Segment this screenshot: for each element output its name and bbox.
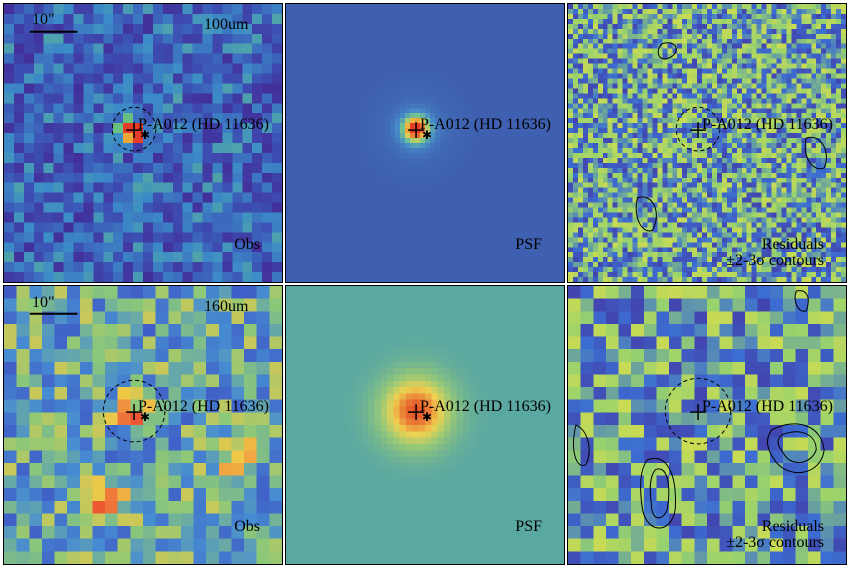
contour <box>777 431 817 463</box>
target-label: P-A012 (HD 11636) <box>420 398 551 415</box>
panel-residuals-100um: P-A012 (HD 11636) Residuals ±2-3σ contou… <box>567 3 847 283</box>
scale-label: 10" <box>32 294 55 311</box>
panel-psf-100um: ✱ P-A012 (HD 11636) PSF <box>285 3 565 283</box>
aperture-circle <box>664 377 732 445</box>
scale-label: 10" <box>32 11 55 28</box>
panel-overlay: ✱ <box>29 30 157 152</box>
aperture-circle <box>102 379 166 443</box>
contour <box>766 423 825 473</box>
residuals-100um-image <box>568 4 846 282</box>
obs-label: Obs <box>234 236 260 253</box>
contour-label: ±2-3σ contours <box>726 534 824 551</box>
target-label: P-A012 (HD 11636) <box>420 116 551 133</box>
contour <box>635 196 657 232</box>
target-label: P-A012 (HD 11636) <box>702 116 833 133</box>
panel-psf-160um: ✱ P-A012 (HD 11636) PSF <box>285 285 565 565</box>
psf-label: PSF <box>515 236 542 253</box>
panel-overlay <box>635 42 827 232</box>
aperture-circle <box>111 106 157 152</box>
residuals-label: Residuals <box>761 518 824 535</box>
residuals-label: Residuals <box>761 236 824 253</box>
aperture-circle <box>675 106 721 152</box>
target-star: ✱ <box>422 410 432 424</box>
residuals-160um-image <box>568 286 846 564</box>
target-star: ✱ <box>140 128 150 142</box>
panel-obs-160um: ✱ 10" 160um P-A012 (HD 11636) Obs <box>3 285 283 565</box>
obs-100um-image <box>4 4 282 282</box>
panel-obs-100um: ✱ 10" 100um P-A012 (HD 11636) Obs <box>3 3 283 283</box>
panel-residuals-160um: P-A012 (HD 11636) Residuals ±2-3σ contou… <box>567 285 847 565</box>
band-label: 100um <box>204 16 249 33</box>
panel-overlay: ✱ <box>29 312 166 443</box>
obs-label: Obs <box>234 518 260 535</box>
psf-100um-image <box>286 4 564 282</box>
target-label: P-A012 (HD 11636) <box>138 116 269 133</box>
target-star: ✱ <box>422 128 432 142</box>
contour <box>649 468 670 519</box>
target-star: ✱ <box>140 410 150 424</box>
panel-overlay: ✱ <box>408 404 432 424</box>
target-label: P-A012 (HD 11636) <box>702 398 833 415</box>
contour <box>804 136 827 170</box>
panel-overlay: ✱ <box>408 122 432 142</box>
psf-label: PSF <box>515 518 542 535</box>
panel-overlay <box>573 290 825 529</box>
contour <box>573 424 590 466</box>
band-label: 160um <box>204 298 249 315</box>
contour <box>794 290 809 312</box>
psf-160um-image <box>286 286 564 564</box>
obs-160um-image <box>4 286 282 564</box>
target-label: P-A012 (HD 11636) <box>138 398 269 415</box>
contour <box>657 42 677 60</box>
contour-label: ±2-3σ contours <box>726 252 824 269</box>
contour <box>640 457 676 529</box>
